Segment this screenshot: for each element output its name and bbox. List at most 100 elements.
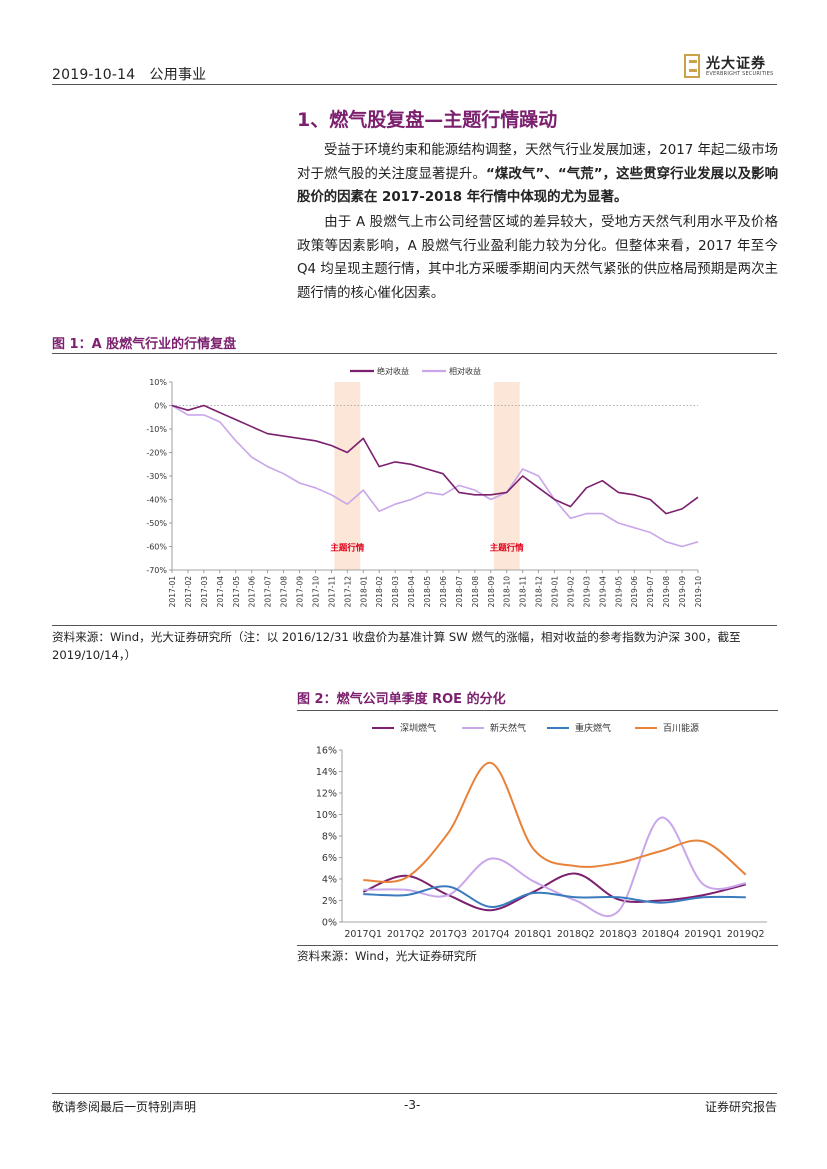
roe-series-line-3 bbox=[363, 885, 746, 908]
figure-2-title: 图 2：燃气公司单季度 ROE 的分化 bbox=[297, 692, 506, 707]
logo-name-cn: 光大证券 bbox=[706, 56, 766, 72]
x-tick-label: 2018-12 bbox=[535, 576, 544, 608]
x-tick-label: 2019-03 bbox=[582, 576, 591, 608]
y-tick-label: 14% bbox=[316, 767, 337, 778]
x-tick-label: 2018-03 bbox=[391, 576, 400, 608]
y-tick-label: -70% bbox=[146, 566, 167, 575]
x-tick-label: 2018-08 bbox=[471, 576, 480, 608]
y-tick-label: -60% bbox=[146, 543, 167, 552]
x-tick-label: 2017-04 bbox=[216, 576, 225, 608]
x-tick-label: 2017-07 bbox=[264, 576, 273, 608]
x-tick-label: 2017-02 bbox=[184, 576, 193, 608]
x-tick-label: 2018-11 bbox=[519, 576, 528, 608]
y-tick-label: 6% bbox=[322, 853, 337, 864]
figure-2-bottom-rule bbox=[297, 945, 778, 946]
figure-1-bottom-rule bbox=[52, 625, 777, 626]
legend-label-1: 深圳燃气 bbox=[400, 722, 436, 734]
paragraph-1: 受益于环境约束和能源结构调整，天然气行业发展加速，2017 年起二级市场对于燃气… bbox=[297, 139, 778, 210]
x-tick-label: 2017Q2 bbox=[387, 929, 425, 940]
x-tick-label: 2019-09 bbox=[678, 576, 687, 608]
x-tick-label: 2018-01 bbox=[359, 576, 368, 608]
section-title: 1、燃气股复盘—主题行情躁动 bbox=[297, 109, 558, 131]
figure-1-svg: 10% 0% -10% -20% -30% -40% -50% -60% -70%2017-01… bbox=[146, 366, 703, 608]
x-tick-label: 2019-02 bbox=[566, 576, 575, 608]
figure-2-top-rule bbox=[297, 710, 778, 711]
y-tick-label: 4% bbox=[322, 875, 337, 886]
company-logo: 光大证券 EVERBRIGHT SECURITIES bbox=[684, 52, 780, 82]
y-tick-label: 8% bbox=[322, 832, 337, 843]
figure-2-svg: 深圳燃气 新天然气 重庆燃气 百川能源 0% 2% 4% 6% 8% 10% 12% 14% 16% 2… bbox=[316, 722, 767, 940]
paragraph-1-text: 受益于环境约束和能源结构调整，天然气行业发展加速，2017 年起二级市场对于燃气… bbox=[297, 143, 778, 182]
y-tick-label: -40% bbox=[146, 496, 167, 505]
legend-relative-label: 相对收益 bbox=[449, 366, 481, 376]
roe-series-line-1 bbox=[362, 872, 747, 912]
x-tick-label: 2018Q4 bbox=[642, 929, 680, 940]
x-tick-label: 2019Q2 bbox=[727, 929, 765, 940]
theme-period-label: 主题行情 bbox=[330, 543, 365, 554]
x-tick-label: 2017-09 bbox=[296, 576, 305, 608]
figure-1-title: 图 1：A 股燃气行业的行情复盘 bbox=[52, 337, 237, 352]
theme-period-shade bbox=[334, 382, 361, 570]
x-tick-label: 2018-07 bbox=[455, 576, 464, 608]
x-tick-label: 2017-10 bbox=[311, 576, 320, 608]
paragraph-2: 由于 A 股燃气上市公司经营区域的差异较大，受地方天然气利用水平及价格政策等因素… bbox=[297, 211, 778, 305]
x-tick-label: 2017Q4 bbox=[472, 929, 510, 940]
legend-label-3: 重庆燃气 bbox=[575, 722, 611, 734]
header-divider bbox=[52, 84, 777, 85]
x-tick-label: 2018-09 bbox=[487, 576, 496, 608]
x-tick-label: 2018Q3 bbox=[599, 929, 637, 940]
y-tick-label: -50% bbox=[146, 519, 167, 528]
x-tick-label: 2017Q1 bbox=[344, 929, 382, 940]
logo-mark-icon bbox=[684, 54, 700, 78]
roe-series-line-4 bbox=[363, 761, 747, 883]
x-tick-label: 2019Q1 bbox=[684, 929, 722, 940]
figure-1-top-rule bbox=[52, 353, 777, 354]
y-tick-label: 0% bbox=[322, 918, 337, 929]
logo-name-en: EVERBRIGHT SECURITIES bbox=[706, 71, 774, 77]
paragraph-1-bold: “煤改气”、“气荒”，这些贯穿行业发展以及影响股价的因素在 2017-2018 … bbox=[297, 166, 779, 206]
y-tick-label: -30% bbox=[146, 472, 167, 481]
x-tick-label: 2018Q1 bbox=[514, 929, 552, 940]
x-tick-label: 2017-03 bbox=[200, 576, 209, 608]
figure-1-chart: 10% 0% -10% -20% -30% -40% -50% -60% -70% 2017-01… bbox=[140, 358, 710, 620]
legend-absolute-label: 绝对收益 bbox=[377, 366, 409, 376]
figure-1-source: 资料来源：Wind，光大证券研究所（注：以 2016/12/31 收盘价为基准计… bbox=[52, 630, 741, 662]
x-tick-label: 2017-11 bbox=[327, 576, 336, 608]
y-tick-label: -10% bbox=[146, 425, 167, 434]
x-tick-label: 2018-06 bbox=[439, 576, 448, 608]
figure-2-source: 资料来源：Wind，光大证券研究所 bbox=[297, 949, 477, 963]
x-tick-label: 2017-05 bbox=[232, 576, 241, 608]
x-tick-label: 2019-01 bbox=[551, 576, 560, 608]
footer-divider bbox=[52, 1093, 777, 1094]
x-tick-label: 2017Q3 bbox=[429, 929, 467, 940]
x-tick-label: 2018-10 bbox=[503, 576, 512, 608]
footer-disclaimer: 敬请参阅最后一页特别声明 bbox=[52, 1100, 197, 1114]
legend-label-4: 百川能源 bbox=[663, 722, 699, 734]
theme-period-label: 主题行情 bbox=[490, 543, 525, 554]
figure-2-chart: 深圳燃气 新天然气 重庆燃气 百川能源 0% 2% 4% 6% 8% 10% 12% 14% 16% 2… bbox=[297, 714, 778, 944]
y-tick-label: -20% bbox=[146, 449, 167, 458]
x-tick-label: 2019-04 bbox=[598, 576, 607, 608]
x-tick-label: 2019-10 bbox=[694, 576, 703, 608]
footer-page-number: -3- bbox=[404, 1098, 421, 1112]
x-tick-label: 2018-04 bbox=[407, 576, 416, 608]
y-tick-label: 0% bbox=[154, 402, 167, 411]
x-tick-label: 2017-06 bbox=[248, 576, 257, 608]
absolute-return-line bbox=[171, 404, 699, 515]
x-tick-label: 2018-02 bbox=[375, 576, 384, 608]
y-tick-label: 16% bbox=[316, 746, 337, 757]
x-tick-label: 2017-01 bbox=[168, 576, 177, 608]
x-tick-label: 2018Q2 bbox=[557, 929, 595, 940]
legend-label-2: 新天然气 bbox=[490, 722, 526, 734]
x-tick-label: 2017-12 bbox=[343, 576, 352, 608]
x-tick-label: 2019-08 bbox=[662, 576, 671, 608]
x-tick-label: 2017-08 bbox=[280, 576, 289, 608]
footer-report-type: 证券研究报告 bbox=[704, 1100, 777, 1114]
y-tick-label: 10% bbox=[149, 378, 167, 387]
theme-period-shade bbox=[493, 382, 520, 570]
y-tick-label: 12% bbox=[316, 789, 337, 800]
header-date-topic: 2019-10-14 公用事业 bbox=[52, 67, 207, 83]
x-tick-label: 2018-05 bbox=[423, 576, 432, 608]
x-tick-label: 2019-06 bbox=[630, 576, 639, 608]
y-tick-label: 2% bbox=[322, 896, 337, 907]
